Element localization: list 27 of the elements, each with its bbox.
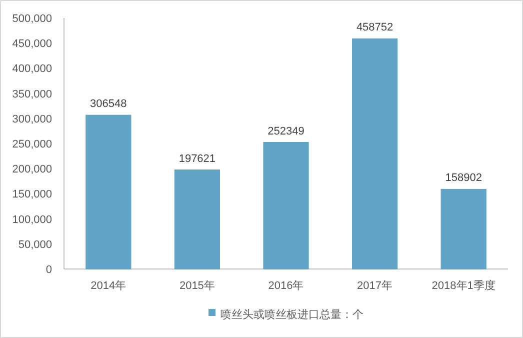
- y-tick-label: 0: [46, 264, 52, 276]
- y-tick-label: 50,000: [18, 238, 52, 251]
- bar: [352, 38, 398, 270]
- y-tick-label: 300,000: [12, 113, 52, 126]
- data-label: 252349: [268, 125, 304, 138]
- y-tick-label: 350,000: [12, 88, 52, 100]
- x-tick-label: 2016年: [268, 280, 304, 292]
- data-label: 306548: [90, 98, 127, 110]
- data-label: 458752: [356, 22, 394, 34]
- y-tick-label: 200,000: [12, 164, 52, 176]
- x-tick-label: 2014年: [90, 280, 126, 292]
- x-tick-label: 2015年: [179, 280, 215, 292]
- x-tick-label: 2017年: [357, 280, 393, 292]
- bar: [86, 114, 132, 270]
- bar: [440, 188, 486, 270]
- legend-label: 喷丝头或喷丝板进口总量：个: [220, 308, 364, 321]
- y-tick-label: 450,000: [12, 38, 52, 50]
- y-tick-label: 250,000: [12, 138, 52, 150]
- y-tick-label: 100,000: [12, 214, 52, 226]
- bar: [263, 142, 309, 270]
- data-label: 197621: [178, 152, 216, 165]
- bar: [174, 169, 220, 270]
- data-label: 158902: [445, 172, 482, 184]
- y-tick-label: 150,000: [12, 188, 52, 201]
- y-tick-label: 500,000: [12, 13, 52, 25]
- x-tick-label: 2018年1季度: [432, 279, 496, 292]
- y-tick-label: 400,000: [12, 63, 52, 76]
